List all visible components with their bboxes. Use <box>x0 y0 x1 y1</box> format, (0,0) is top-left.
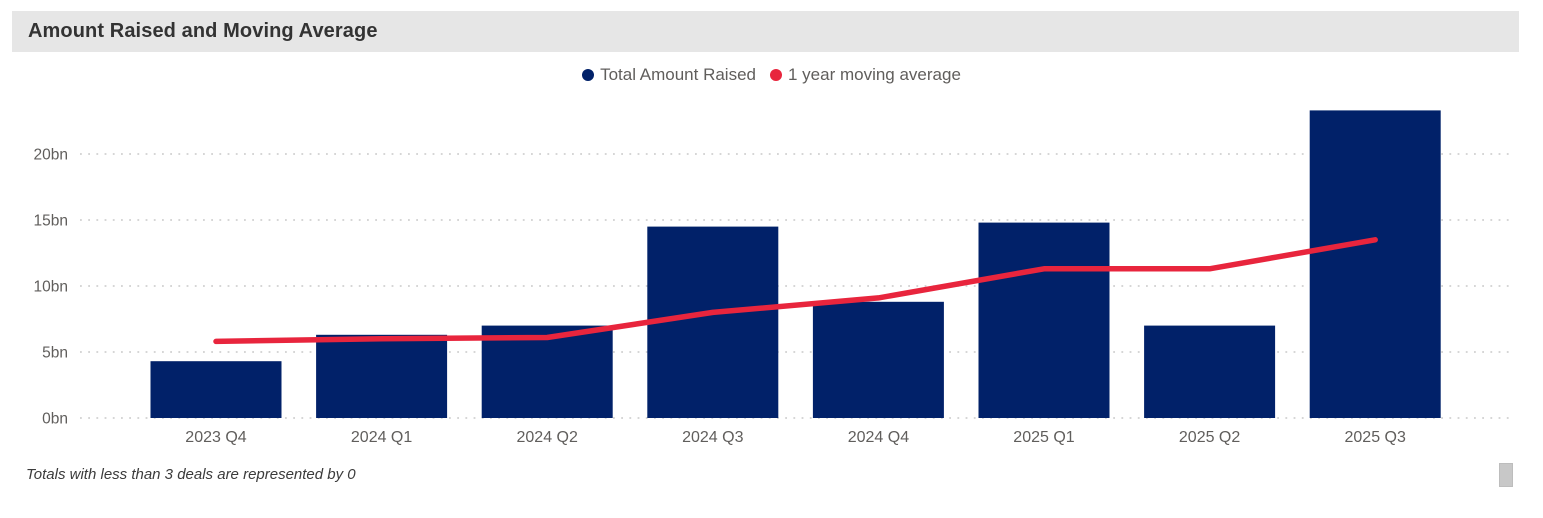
x-tick-label: 2024 Q4 <box>848 429 909 446</box>
bar-2024-q4[interactable] <box>812 301 944 418</box>
x-tick-label: 2025 Q2 <box>1179 429 1240 446</box>
bar-2024-q1[interactable] <box>316 334 448 418</box>
page-title: Amount Raised and Moving Average <box>28 20 378 42</box>
scrollbar-thumb[interactable] <box>1499 463 1513 487</box>
x-tick-label: 2024 Q1 <box>351 429 412 446</box>
bar-2025-q1[interactable] <box>978 222 1110 418</box>
moving-average-line[interactable] <box>213 237 1378 345</box>
chart-title-bar: Amount Raised and Moving Average <box>12 11 1519 52</box>
x-tick-label: 2024 Q2 <box>517 429 578 446</box>
legend-label: Total Amount Raised <box>600 65 756 84</box>
y-axis-labels: 0bn 5bn 10bn 15bn 20bn <box>34 147 68 428</box>
legend-item-total-amount-raised[interactable]: Total Amount Raised <box>582 65 756 85</box>
x-tick-label: 2023 Q4 <box>185 429 246 446</box>
bars-series-total-amount-raised <box>150 110 1441 419</box>
bar-2025-q2[interactable] <box>1144 325 1276 418</box>
y-tick-label: 0bn <box>42 411 68 428</box>
y-tick-label: 20bn <box>34 147 68 164</box>
bar-2024-q3[interactable] <box>647 226 779 418</box>
footnote: Totals with less than 3 deals are repres… <box>26 466 356 483</box>
y-tick-label: 5bn <box>42 345 68 362</box>
y-tick-label: 15bn <box>34 213 68 230</box>
bar-2024-q2[interactable] <box>481 325 613 418</box>
x-tick-label: 2025 Q3 <box>1345 429 1406 446</box>
legend-swatch-bar-icon <box>582 69 595 81</box>
legend-swatch-line-icon <box>769 69 782 81</box>
x-tick-label: 2025 Q1 <box>1013 429 1074 446</box>
legend-label: 1 year moving average <box>787 65 961 84</box>
y-tick-label: 10bn <box>34 279 68 296</box>
bar-2025-q3[interactable] <box>1309 110 1441 419</box>
x-tick-label: 2024 Q3 <box>682 429 743 446</box>
bar-2023-q4[interactable] <box>150 361 282 418</box>
legend-item-moving-average[interactable]: 1 year moving average <box>769 65 961 85</box>
x-axis-labels: 2023 Q4 2024 Q1 2024 Q2 2024 Q3 2024 Q4 2025 … <box>185 429 1406 446</box>
gridlines <box>80 153 1512 419</box>
legend: Total Amount Raised 1 year moving averag… <box>0 65 1543 85</box>
